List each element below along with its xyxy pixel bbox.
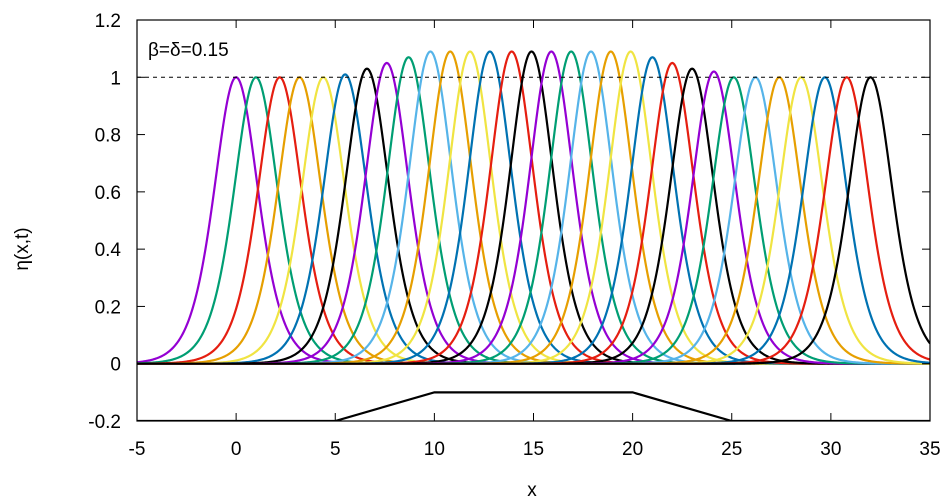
series-line-30	[137, 76, 930, 365]
series-line-29	[137, 76, 930, 365]
series-line-4	[137, 76, 930, 365]
series-line-28	[137, 76, 930, 365]
x-tick-label: 15	[523, 439, 544, 460]
y-tick-label: 1.2	[95, 11, 121, 32]
x-tick-label: 25	[721, 439, 742, 460]
y-tick-label: 0	[110, 355, 121, 376]
x-tick-label: 30	[820, 439, 841, 460]
y-axis-label: η(x,t)	[12, 227, 33, 270]
y-tick-label: -0.2	[88, 412, 121, 433]
x-tick-label: 35	[919, 439, 940, 460]
series-line-27	[137, 76, 930, 365]
x-tick-label: 20	[622, 439, 643, 460]
series-line-2	[137, 76, 930, 365]
x-tick-label: 0	[231, 439, 242, 460]
x-tick-label: 10	[424, 439, 445, 460]
x-tick-label: -5	[129, 439, 146, 460]
y-tick-label: 0.8	[95, 126, 121, 147]
y-tick-label: 1	[110, 68, 121, 89]
parameter-annotation: β=δ=0.15	[148, 40, 229, 61]
series-line-26	[137, 76, 930, 365]
x-axis-label: x	[527, 480, 537, 500]
y-tick-label: 0.2	[95, 297, 121, 318]
plot-curves	[137, 50, 930, 421]
y-tick-label: 0.4	[95, 240, 122, 261]
axis-ticks: -5 0 5 10 15 20 25 30 35 -0.2 0 0.2 0.4 0.6 0.8 1 1.2	[88, 11, 940, 460]
series-line-24	[137, 70, 930, 365]
series-line-25	[137, 76, 930, 365]
series-line-6	[137, 73, 930, 365]
series-line-3	[137, 76, 930, 365]
series-line-31	[137, 76, 930, 365]
x-tick-label: 5	[330, 439, 341, 460]
y-tick-label: 0.6	[95, 183, 121, 204]
series-line-5	[137, 76, 930, 365]
series-line-1	[137, 76, 930, 365]
bottom-profile-line	[137, 391, 930, 421]
